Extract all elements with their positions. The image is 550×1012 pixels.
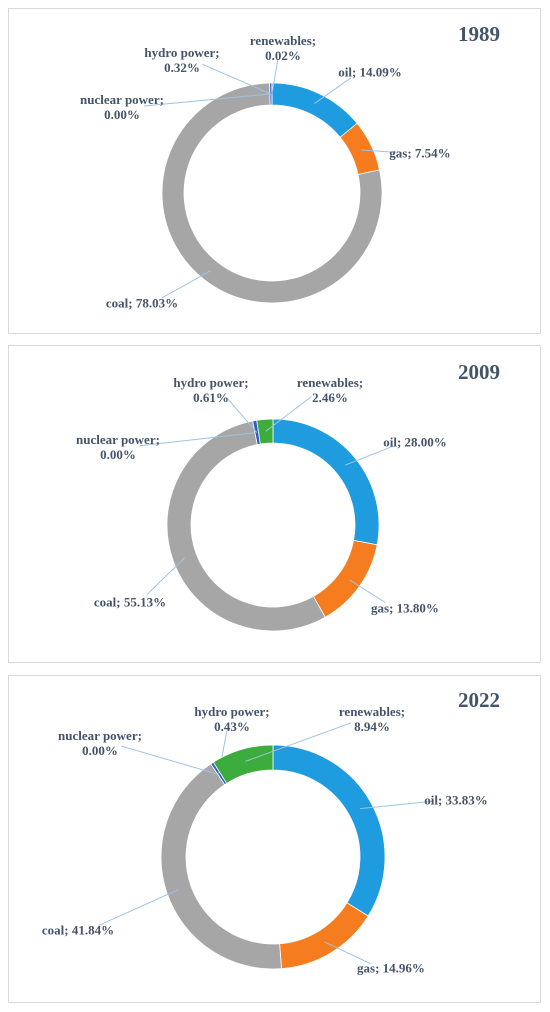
- leader-line: [226, 397, 258, 433]
- leader-line: [324, 941, 371, 965]
- data-label: coal; 41.84%: [41, 922, 115, 938]
- data-label: renewables; 8.94%: [338, 704, 406, 734]
- leader-line: [345, 445, 395, 466]
- donut-slice: [212, 744, 274, 784]
- data-label: oil; 28.00%: [383, 434, 447, 450]
- data-label: renewables; 0.02%: [249, 33, 317, 63]
- data-label: nuclear power; 0.00%: [58, 728, 142, 758]
- leader-line: [265, 396, 312, 432]
- leader-line: [98, 889, 180, 926]
- data-label: renewables; 2.46%: [296, 375, 364, 405]
- leader-line: [139, 432, 256, 447]
- data-label: hydro power; 0.32%: [144, 45, 220, 75]
- data-label: nuclear power; 0.00%: [80, 92, 164, 122]
- leader-line: [146, 557, 186, 595]
- data-label: gas; 7.54%: [389, 145, 451, 161]
- data-label: oil; 33.83%: [424, 792, 488, 808]
- data-label: hydro power; 0.61%: [173, 375, 249, 405]
- chart-title: 2009: [458, 360, 500, 384]
- chart-title: 2022: [458, 688, 500, 712]
- leader-line: [202, 63, 272, 95]
- data-label: coal; 78.03%: [105, 295, 179, 311]
- leader-line: [361, 149, 399, 153]
- data-label: gas; 14.96%: [357, 960, 425, 976]
- panel: [8, 675, 541, 1003]
- data-label: hydro power; 0.43%: [194, 704, 270, 734]
- chart-title: 1989: [458, 22, 500, 46]
- panel: [8, 8, 541, 334]
- data-label: gas; 13.80%: [371, 600, 439, 616]
- donut-slice: [161, 82, 383, 304]
- leader-line: [271, 59, 279, 95]
- leader-line: [245, 722, 352, 762]
- data-label: coal; 55.13%: [93, 594, 167, 610]
- donut-slice: [256, 418, 274, 445]
- leader-line: [143, 93, 270, 107]
- leader-line: [359, 800, 435, 810]
- leader-line: [314, 77, 352, 104]
- leader-line: [349, 579, 386, 603]
- leader-line: [121, 745, 218, 775]
- leader-line: [161, 270, 211, 299]
- data-label: oil; 14.09%: [338, 64, 402, 80]
- data-label: nuclear power; 0.00%: [76, 432, 160, 462]
